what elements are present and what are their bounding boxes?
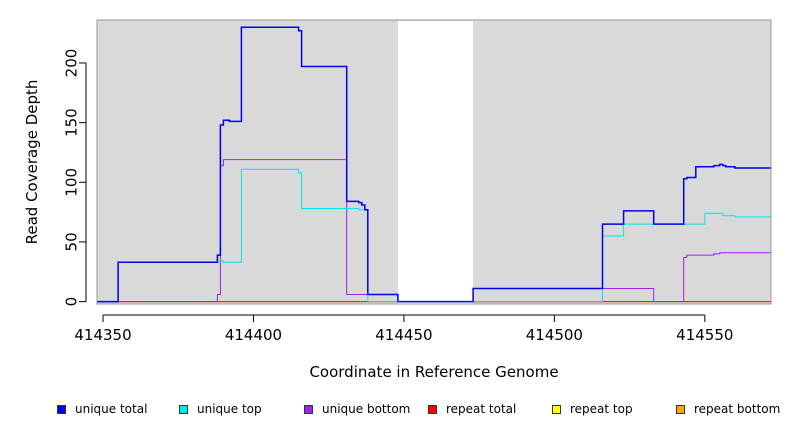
legend-item-unique-bottom: unique bottom: [304, 401, 410, 417]
y-tick-label: 100: [63, 168, 81, 197]
x-tick-label: 414500: [526, 326, 583, 344]
legend-swatch: [428, 404, 437, 414]
legend-label: unique total: [75, 402, 148, 416]
legend-label: repeat total: [446, 402, 517, 416]
x-tick-label: 414350: [74, 326, 131, 344]
legend-item-repeat-bottom: repeat bottom: [676, 401, 780, 417]
y-axis-label: Read Coverage Depth: [23, 80, 41, 245]
x-tick-label: 414450: [375, 326, 432, 344]
legend-swatch: [57, 404, 66, 414]
x-axis-label: Coordinate in Reference Genome: [309, 363, 558, 381]
legend: unique total unique top unique bottom repea…: [0, 401, 792, 417]
legend-label: repeat top: [570, 402, 633, 416]
plot-border: [96, 19, 772, 305]
legend-swatch: [179, 404, 188, 414]
legend-swatch: [676, 404, 685, 414]
y-tick-label: 200: [63, 49, 81, 78]
x-axis: 414350 414400 414450 414500 414550: [74, 314, 733, 344]
series-line-unique-top: [97, 168, 771, 303]
y-tick-label: 0: [63, 297, 81, 307]
legend-swatch: [552, 404, 561, 414]
legend-label: unique bottom: [322, 402, 411, 416]
legend-item-unique-top: unique top: [179, 401, 262, 417]
legend-item-repeat-top: repeat top: [552, 401, 633, 417]
y-tick-label: 150: [63, 108, 81, 137]
x-tick-label: 414400: [225, 326, 282, 344]
legend-item-unique-total: unique total: [57, 401, 147, 417]
series-line-unique-total: [97, 26, 771, 303]
series-layer: [97, 26, 771, 303]
legend-label: repeat bottom: [694, 402, 781, 416]
gap-region: [397, 21, 474, 304]
y-tick-label: 50: [63, 232, 81, 251]
legend-swatch: [304, 404, 313, 414]
legend-label: unique top: [197, 402, 262, 416]
y-axis: 0 50 100 150 200: [63, 49, 87, 307]
legend-item-repeat-total: repeat total: [428, 401, 516, 417]
x-tick-label: 414550: [676, 326, 733, 344]
